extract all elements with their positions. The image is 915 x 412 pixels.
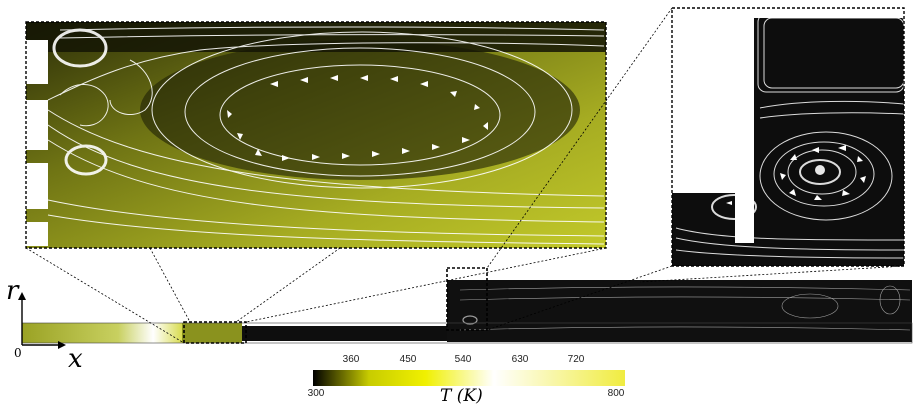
vortex-icon	[726, 145, 866, 211]
colorbar-tick: 630	[511, 354, 529, 365]
colorbar	[313, 370, 625, 386]
origin-label: 0	[14, 346, 22, 360]
inset-corner-vortex	[671, 7, 905, 267]
colorbar-max: 800	[607, 388, 625, 399]
arrowhead-icon	[227, 75, 488, 161]
zoom-box-inner	[183, 321, 247, 344]
streamlines	[459, 285, 911, 331]
colorbar-tick: 360	[342, 354, 360, 365]
streamlines	[675, 13, 905, 259]
colorbar-tick: 540	[454, 354, 472, 365]
colorbar-min: 300	[307, 388, 325, 399]
x-axis-label: x	[68, 344, 83, 374]
colorbar-tick: 720	[567, 354, 585, 365]
connector-lines	[25, 7, 905, 344]
streamlines	[47, 26, 605, 245]
axes	[18, 292, 66, 349]
zoom-box-corner	[446, 267, 488, 331]
full-domain	[21, 280, 913, 344]
arrow-right-icon	[58, 341, 66, 349]
colorbar-label: T (K)	[440, 386, 483, 406]
inlet-wall	[26, 40, 48, 246]
arrow-up-icon	[18, 292, 26, 300]
colorbar-tick: 450	[399, 354, 417, 365]
inset-temperature-field	[25, 21, 607, 249]
r-axis-label: r	[6, 276, 19, 306]
